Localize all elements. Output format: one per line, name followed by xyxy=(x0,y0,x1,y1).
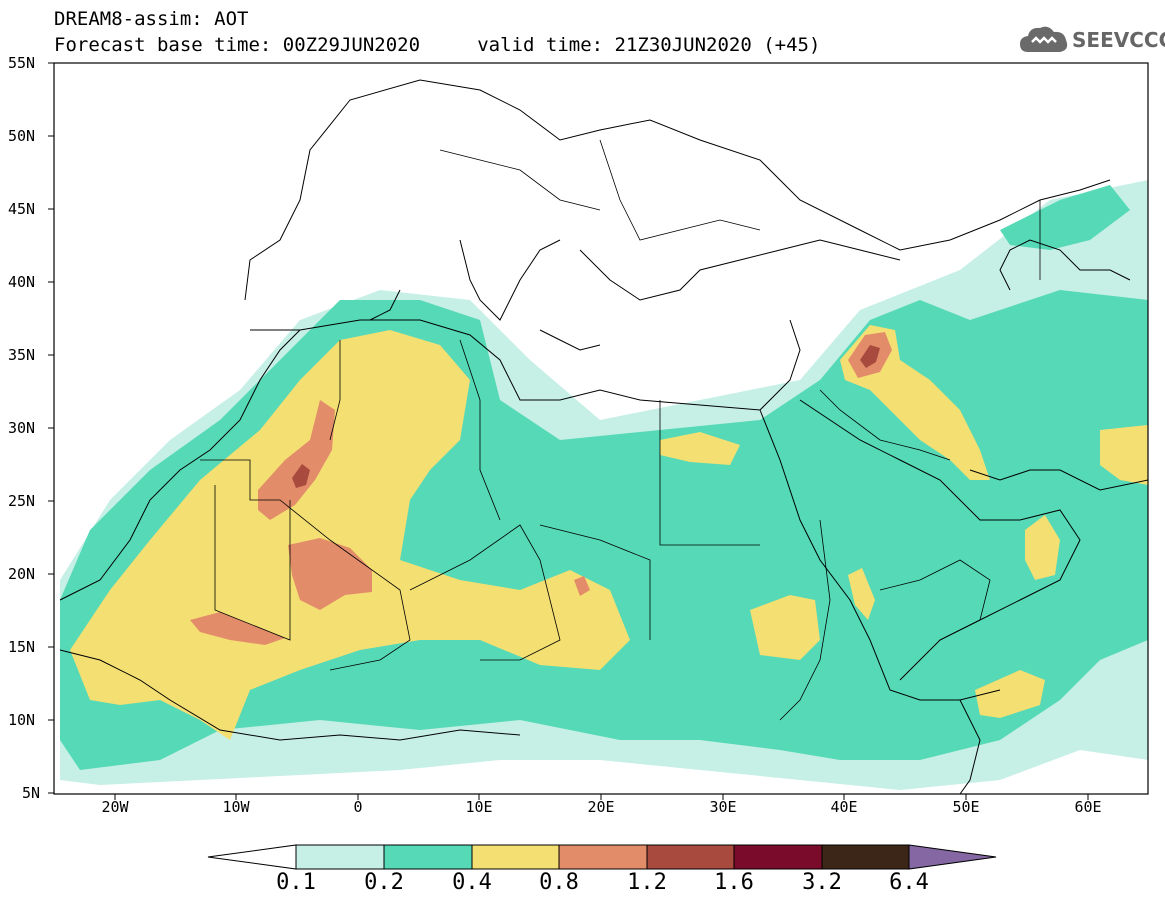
aot-band-0.4-egypt xyxy=(660,432,740,465)
lat-label: 10N xyxy=(8,711,36,729)
colorbar-bin-0.2 xyxy=(383,844,473,870)
lon-label: 20E xyxy=(587,798,615,816)
lat-label: 35N xyxy=(8,346,36,364)
lon-label: 40E xyxy=(830,798,858,816)
aot-band-1.2-algeria xyxy=(292,464,310,488)
aot-band-0.8-algeria xyxy=(258,400,335,520)
aot-band-0.4-eritrea xyxy=(848,568,875,620)
aot-band-0.4-oman xyxy=(1025,515,1060,580)
colorbar-label: 0.1 xyxy=(276,870,316,895)
colorbar-label: 0.4 xyxy=(452,870,492,895)
colorbar-bin-0.4 xyxy=(471,844,560,870)
lon-label: 20W xyxy=(101,798,129,816)
cloud-icon xyxy=(1020,26,1068,52)
lat-label: 20N xyxy=(8,565,36,583)
lat-label: 45N xyxy=(8,200,36,218)
country-borders xyxy=(200,139,1041,721)
aot-band-0.8-mali xyxy=(288,538,372,610)
aot-band-0.8-mauritania xyxy=(190,612,285,645)
lon-label: 10W xyxy=(222,798,250,816)
aot-band-0.2-caspian xyxy=(1000,185,1130,250)
lon-label: 0 xyxy=(353,798,363,816)
colorbar-label: 3.2 xyxy=(802,870,842,895)
colorbar-label: 6.4 xyxy=(889,870,929,895)
coastlines xyxy=(59,79,1148,794)
map-title: DREAM8-assim: AOT xyxy=(54,8,249,30)
lat-label: 55N xyxy=(8,54,36,72)
aot-band-0.8-chad xyxy=(574,576,590,596)
colorbar-bin-3.2 xyxy=(821,844,910,870)
colorbar-bin-1.2 xyxy=(646,844,735,870)
lon-label: 50E xyxy=(952,798,980,816)
colorbar-bin-0.1 xyxy=(295,844,385,870)
lat-label: 25N xyxy=(8,492,36,510)
lon-label: 10E xyxy=(465,798,493,816)
aot-band-0.4-iran xyxy=(1100,425,1148,485)
lon-label: 60E xyxy=(1074,798,1102,816)
colorbar-label: 1.6 xyxy=(714,870,754,895)
logo-text: SEEVCCC xyxy=(1072,28,1165,52)
colorbar-label: 1.2 xyxy=(627,870,667,895)
axis-ticks xyxy=(48,62,1089,800)
colorbar xyxy=(207,844,997,870)
lat-label: 40N xyxy=(8,273,36,291)
aot-band-0.4-sudan xyxy=(750,595,820,660)
seevccc-logo: SEEVCCC xyxy=(1018,22,1165,58)
lat-label: 5N xyxy=(22,784,41,802)
colorbar-label: 0.8 xyxy=(539,870,579,895)
forecast-times: Forecast base time: 00Z29JUN2020 valid t… xyxy=(54,34,821,56)
lat-label: 50N xyxy=(8,127,36,145)
lat-label: 30N xyxy=(8,419,36,437)
aot-contours xyxy=(59,79,1148,794)
aot-band-1.2-iraq xyxy=(860,345,880,368)
colorbar-bin-0.8 xyxy=(558,844,648,870)
colorbar-under-arrow xyxy=(207,844,297,870)
colorbar-over-arrow xyxy=(908,844,997,870)
lon-label: 30E xyxy=(709,798,737,816)
lat-label: 15N xyxy=(8,638,36,656)
colorbar-label: 0.2 xyxy=(364,870,404,895)
colorbar-bin-1.6 xyxy=(733,844,823,870)
aot-band-0.4-west xyxy=(70,330,630,740)
aot-band-0.4-somalia xyxy=(975,670,1045,718)
